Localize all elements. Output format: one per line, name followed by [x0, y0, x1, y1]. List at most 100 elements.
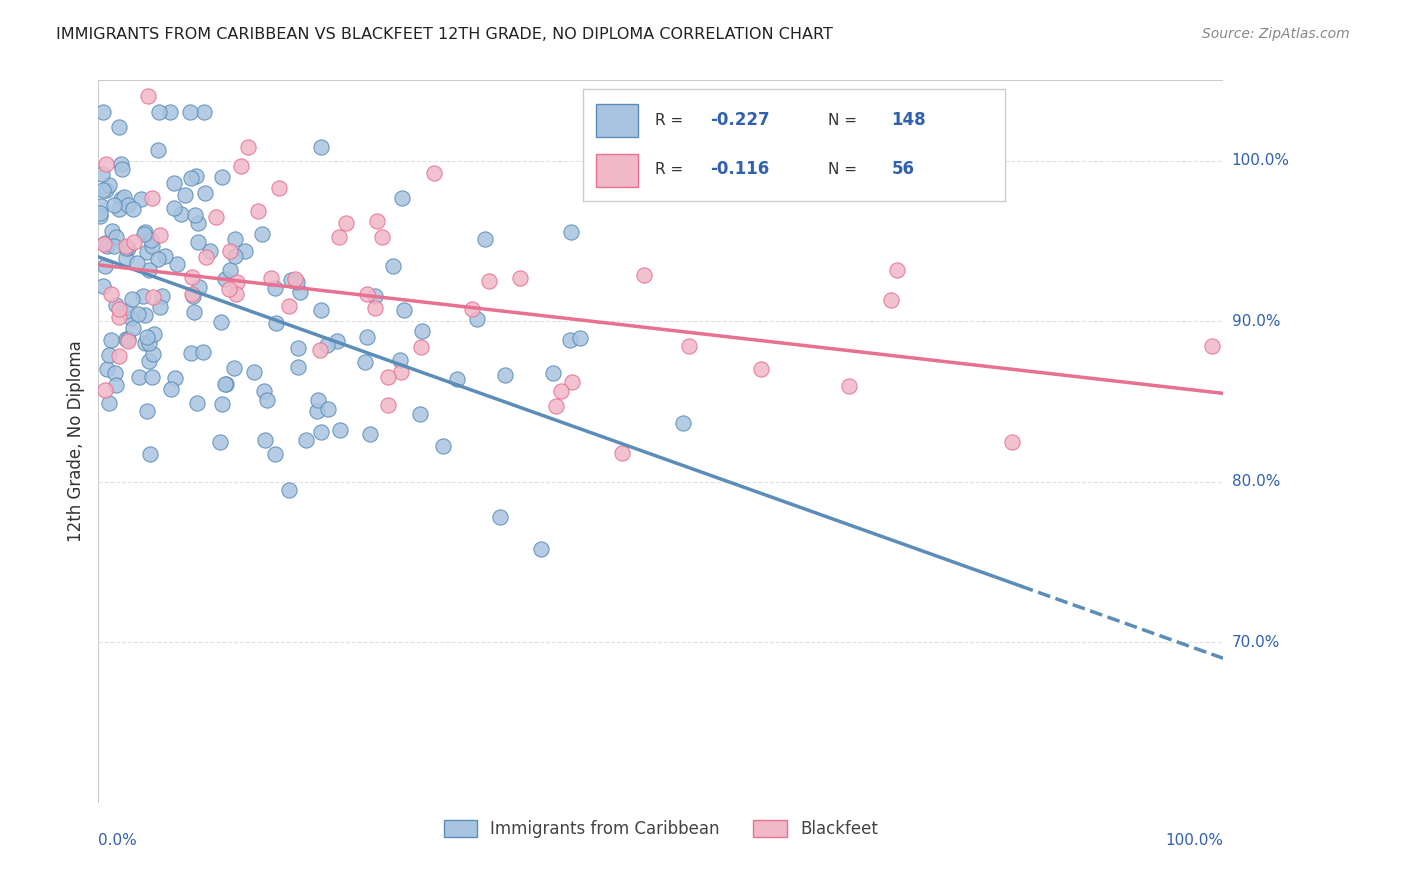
Point: [284, 272, 307, 286]
Point: [550, 384, 572, 398]
Point: [97, 178, 120, 192]
Point: [122, 320, 145, 334]
Text: 90.0%: 90.0%: [1232, 314, 1279, 328]
Point: [633, 268, 655, 282]
Point: [122, 235, 145, 249]
Point: [198, 244, 221, 259]
Point: [193, 105, 215, 120]
Point: [561, 376, 583, 390]
Point: [295, 433, 318, 447]
Point: [225, 275, 247, 289]
Point: [879, 293, 901, 308]
Y-axis label: 12th Grade, No Diploma: 12th Grade, No Diploma: [66, 341, 84, 542]
Point: [381, 260, 404, 274]
Point: [224, 249, 246, 263]
Point: [122, 202, 145, 216]
Point: [121, 292, 143, 306]
Point: [111, 162, 134, 177]
Point: [388, 353, 411, 368]
Point: [180, 287, 202, 301]
Text: R =: R =: [655, 113, 689, 128]
Point: [148, 105, 170, 120]
Point: [94, 156, 117, 170]
Point: [208, 435, 231, 450]
FancyBboxPatch shape: [596, 103, 638, 137]
Point: [139, 233, 162, 247]
Point: [127, 307, 149, 321]
Point: [117, 241, 139, 255]
Point: [187, 279, 209, 293]
Point: [530, 542, 553, 557]
Point: [287, 360, 309, 375]
Point: [138, 89, 160, 103]
Point: [195, 250, 218, 264]
Point: [194, 186, 217, 200]
Point: [149, 301, 172, 315]
Point: [187, 235, 209, 249]
Point: [191, 344, 214, 359]
Text: N =: N =: [828, 113, 862, 128]
Point: [214, 272, 236, 286]
Point: [94, 235, 117, 250]
Point: [180, 270, 202, 285]
Point: [409, 408, 432, 422]
Point: [149, 228, 172, 243]
Text: -0.227: -0.227: [710, 112, 769, 129]
Point: [672, 416, 695, 430]
Point: [277, 299, 299, 313]
Point: [465, 312, 488, 326]
Point: [89, 209, 111, 223]
Point: [181, 289, 204, 303]
Point: [311, 303, 333, 318]
Point: [117, 333, 139, 347]
Point: [371, 230, 394, 244]
Point: [215, 376, 238, 391]
Point: [432, 439, 454, 453]
Point: [96, 362, 118, 376]
Point: [225, 286, 247, 301]
Point: [309, 425, 332, 439]
Text: 56: 56: [891, 161, 914, 178]
Point: [233, 244, 256, 259]
Point: [356, 286, 378, 301]
Point: [141, 369, 163, 384]
Point: [103, 239, 125, 253]
Point: [236, 139, 259, 153]
Point: [136, 245, 159, 260]
Point: [110, 157, 132, 171]
Point: [263, 446, 285, 460]
Point: [114, 304, 136, 318]
Point: [211, 170, 233, 185]
Point: [214, 377, 236, 392]
Point: [127, 256, 149, 270]
Point: [287, 341, 309, 355]
Point: [101, 224, 124, 238]
Point: [219, 263, 242, 277]
Point: [224, 231, 246, 245]
Point: [163, 371, 186, 385]
Point: [97, 348, 120, 362]
Point: [183, 305, 205, 319]
Point: [391, 191, 413, 205]
Point: [114, 251, 136, 265]
Point: [186, 396, 208, 410]
Point: [309, 140, 332, 154]
Point: [353, 355, 375, 369]
Point: [218, 283, 240, 297]
Point: [104, 298, 127, 312]
Point: [335, 216, 357, 230]
Point: [285, 276, 308, 290]
Point: [169, 207, 191, 221]
Point: [159, 105, 181, 120]
Point: [256, 392, 278, 407]
Point: [117, 197, 139, 211]
Point: [115, 239, 138, 253]
Point: [108, 349, 131, 363]
Point: [143, 327, 166, 342]
Point: [93, 259, 115, 273]
Point: [138, 262, 160, 277]
Point: [209, 315, 232, 329]
Legend: Immigrants from Caribbean, Blackfeet: Immigrants from Caribbean, Blackfeet: [437, 814, 884, 845]
Point: [163, 177, 186, 191]
Point: [100, 286, 122, 301]
